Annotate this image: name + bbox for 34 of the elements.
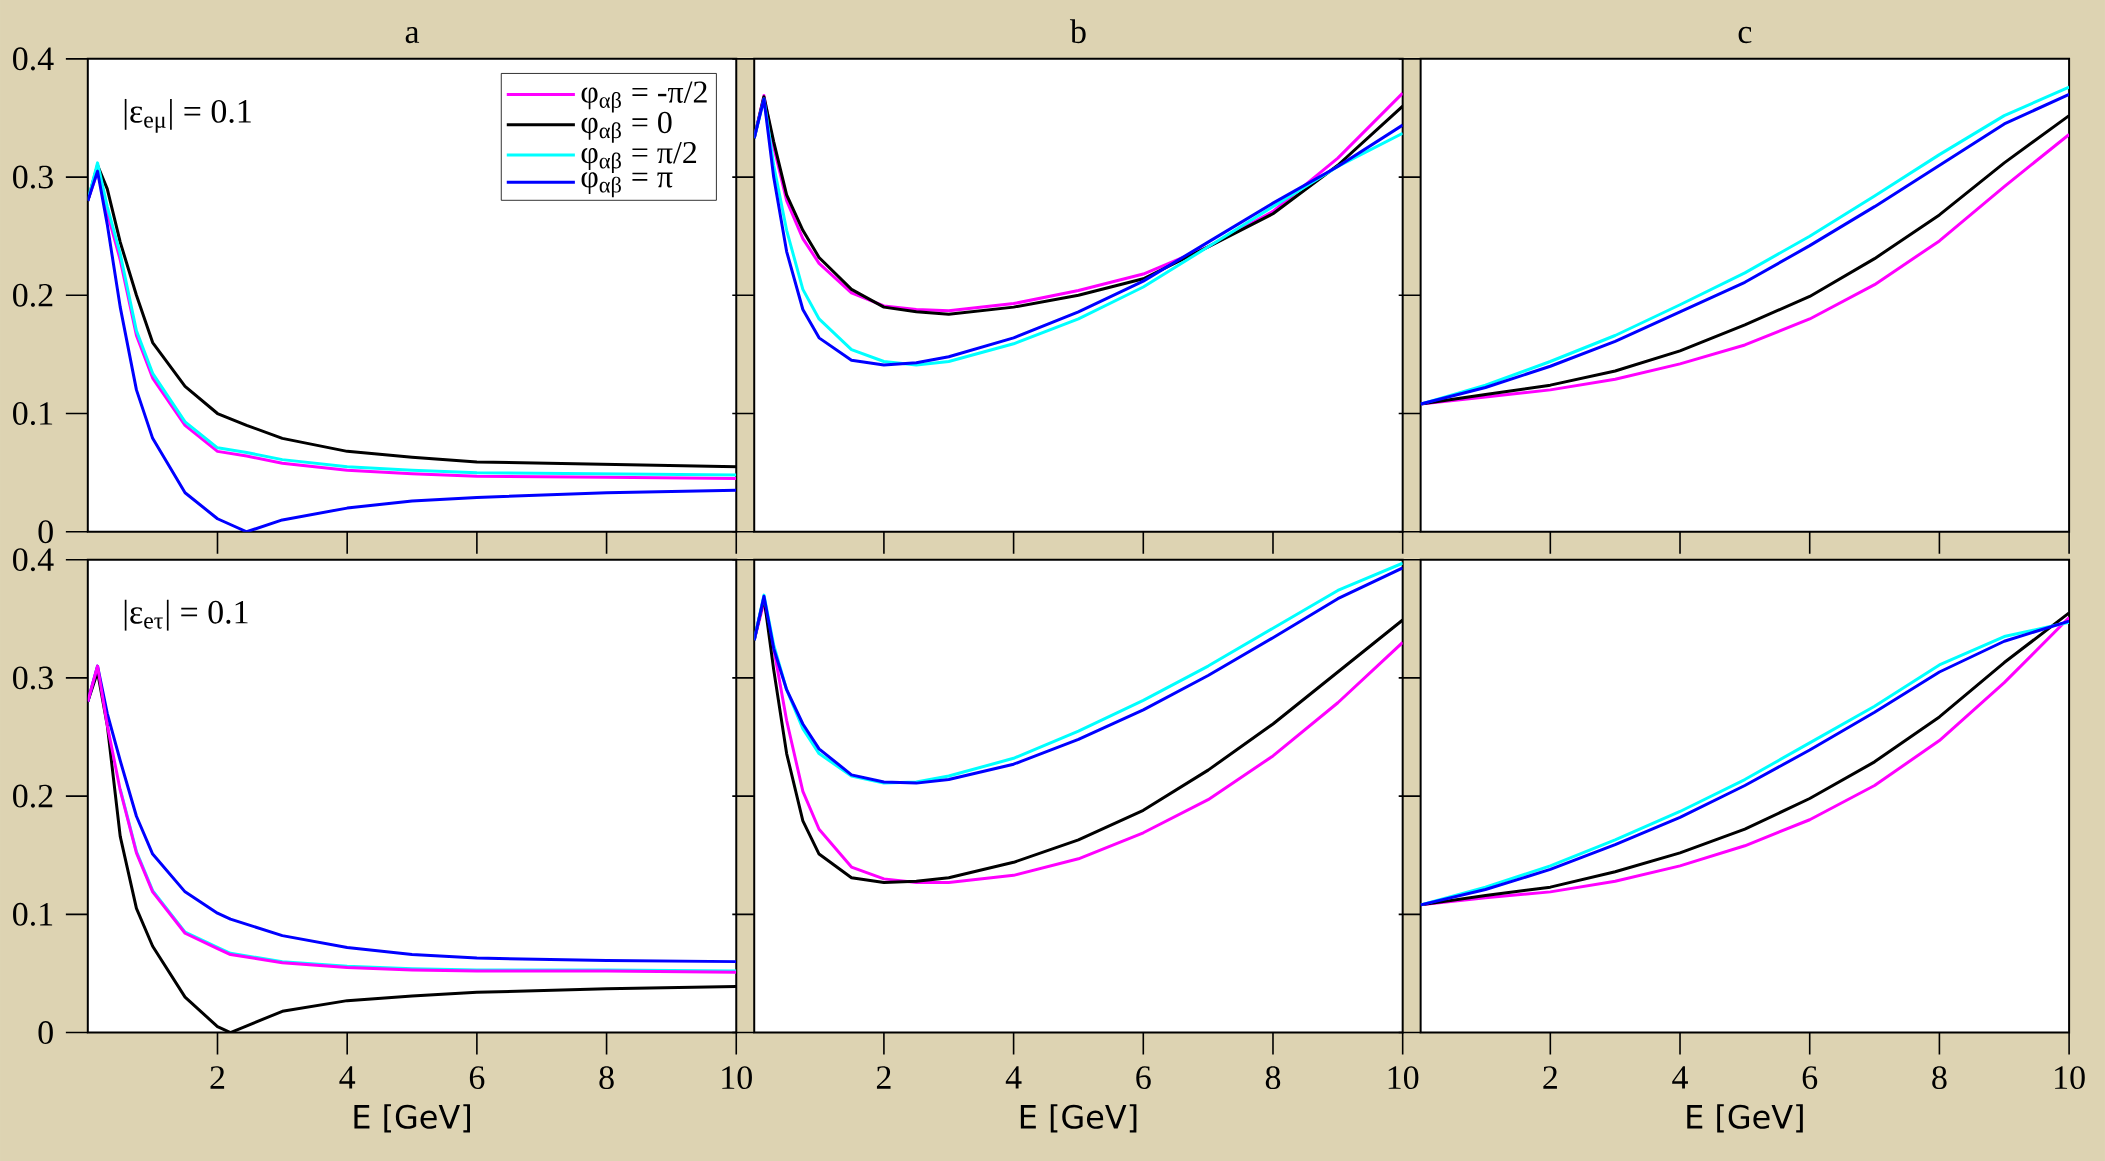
chart-title: a bbox=[405, 26, 420, 44]
x-tick-label: 4 bbox=[1005, 1066, 1022, 1089]
y-tick-label: 0.3 bbox=[13, 666, 53, 690]
x-tick-label: 6 bbox=[1802, 1066, 1818, 1089]
y-tick-label: 0.2 bbox=[13, 784, 53, 808]
legend-label: φ$_{αβ}$ = π bbox=[581, 172, 673, 198]
x-tick-label: 10 bbox=[1388, 1066, 1419, 1089]
annotation: |ε$_{eμ}$| = 0.1 bbox=[124, 98, 251, 133]
y-tick-label: 0.4 bbox=[13, 548, 54, 572]
x-tick-label: 2 bbox=[210, 1066, 225, 1089]
x-tick-label: 4 bbox=[339, 1066, 356, 1089]
chart-title: c bbox=[1738, 26, 1752, 44]
y-tick-label: 0 bbox=[38, 1021, 53, 1044]
y-tick-label: 0.4 bbox=[13, 47, 54, 71]
x-tick-label: 8 bbox=[599, 1066, 614, 1089]
y-tick-label: 0 bbox=[38, 520, 53, 544]
x-tick-label: 6 bbox=[469, 1066, 485, 1089]
y-tick-label: 0.1 bbox=[13, 401, 53, 425]
x-tick-label: 10 bbox=[2055, 1066, 2085, 1089]
x-axis-title: E [GeV] bbox=[354, 1104, 470, 1133]
x-axis-title: E [GeV] bbox=[1687, 1104, 1803, 1133]
chart-title: b bbox=[1069, 19, 1086, 44]
x-tick-label: 2 bbox=[1543, 1066, 1557, 1089]
y-tick-label: 0.1 bbox=[13, 902, 53, 926]
x-tick-label: 2 bbox=[876, 1066, 891, 1089]
x-tick-label: 4 bbox=[1672, 1066, 1688, 1089]
y-tick-label: 0.2 bbox=[13, 283, 53, 307]
x-tick-label: 8 bbox=[1932, 1066, 1947, 1089]
x-tick-label: 8 bbox=[1265, 1066, 1281, 1089]
y-tick-label: 0.3 bbox=[13, 165, 53, 189]
x-tick-label: 6 bbox=[1136, 1066, 1151, 1089]
annotation: |ε$_{eτ}$| = 0.1 bbox=[124, 599, 248, 631]
x-axis-title: E [GeV] bbox=[1020, 1104, 1137, 1133]
x-tick-label: 10 bbox=[722, 1066, 752, 1089]
